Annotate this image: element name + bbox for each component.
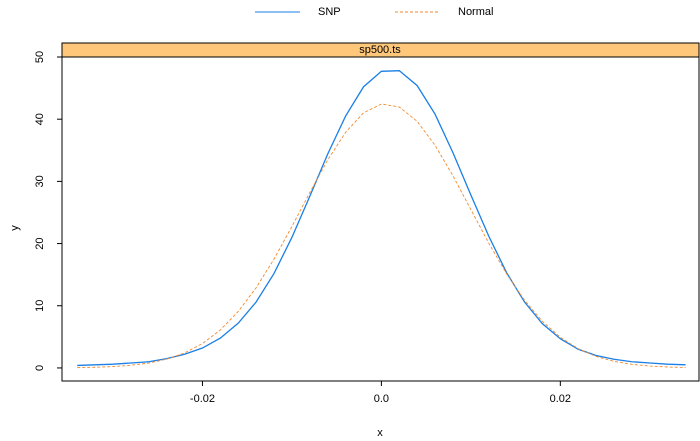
y-tick-label: 30 — [34, 175, 46, 187]
legend-label: Normal — [458, 6, 493, 18]
y-tick-label: 40 — [34, 113, 46, 125]
y-tick-label: 20 — [34, 237, 46, 249]
x-tick-label: -0.02 — [190, 393, 215, 405]
x-tick-label: 0.0 — [374, 393, 389, 405]
y-tick-label: 0 — [34, 365, 46, 371]
y-tick-label: 10 — [34, 300, 46, 312]
y-tick-label: 50 — [34, 51, 46, 63]
x-tick-label: 0.02 — [550, 393, 571, 405]
panel — [61, 56, 700, 382]
x-axis-label: x — [377, 427, 383, 439]
y-axis-label: y — [9, 225, 21, 231]
panel-title: sp500.ts — [359, 44, 401, 56]
line — [77, 103, 686, 369]
legend-label: SNP — [318, 6, 341, 18]
line — [77, 70, 686, 367]
